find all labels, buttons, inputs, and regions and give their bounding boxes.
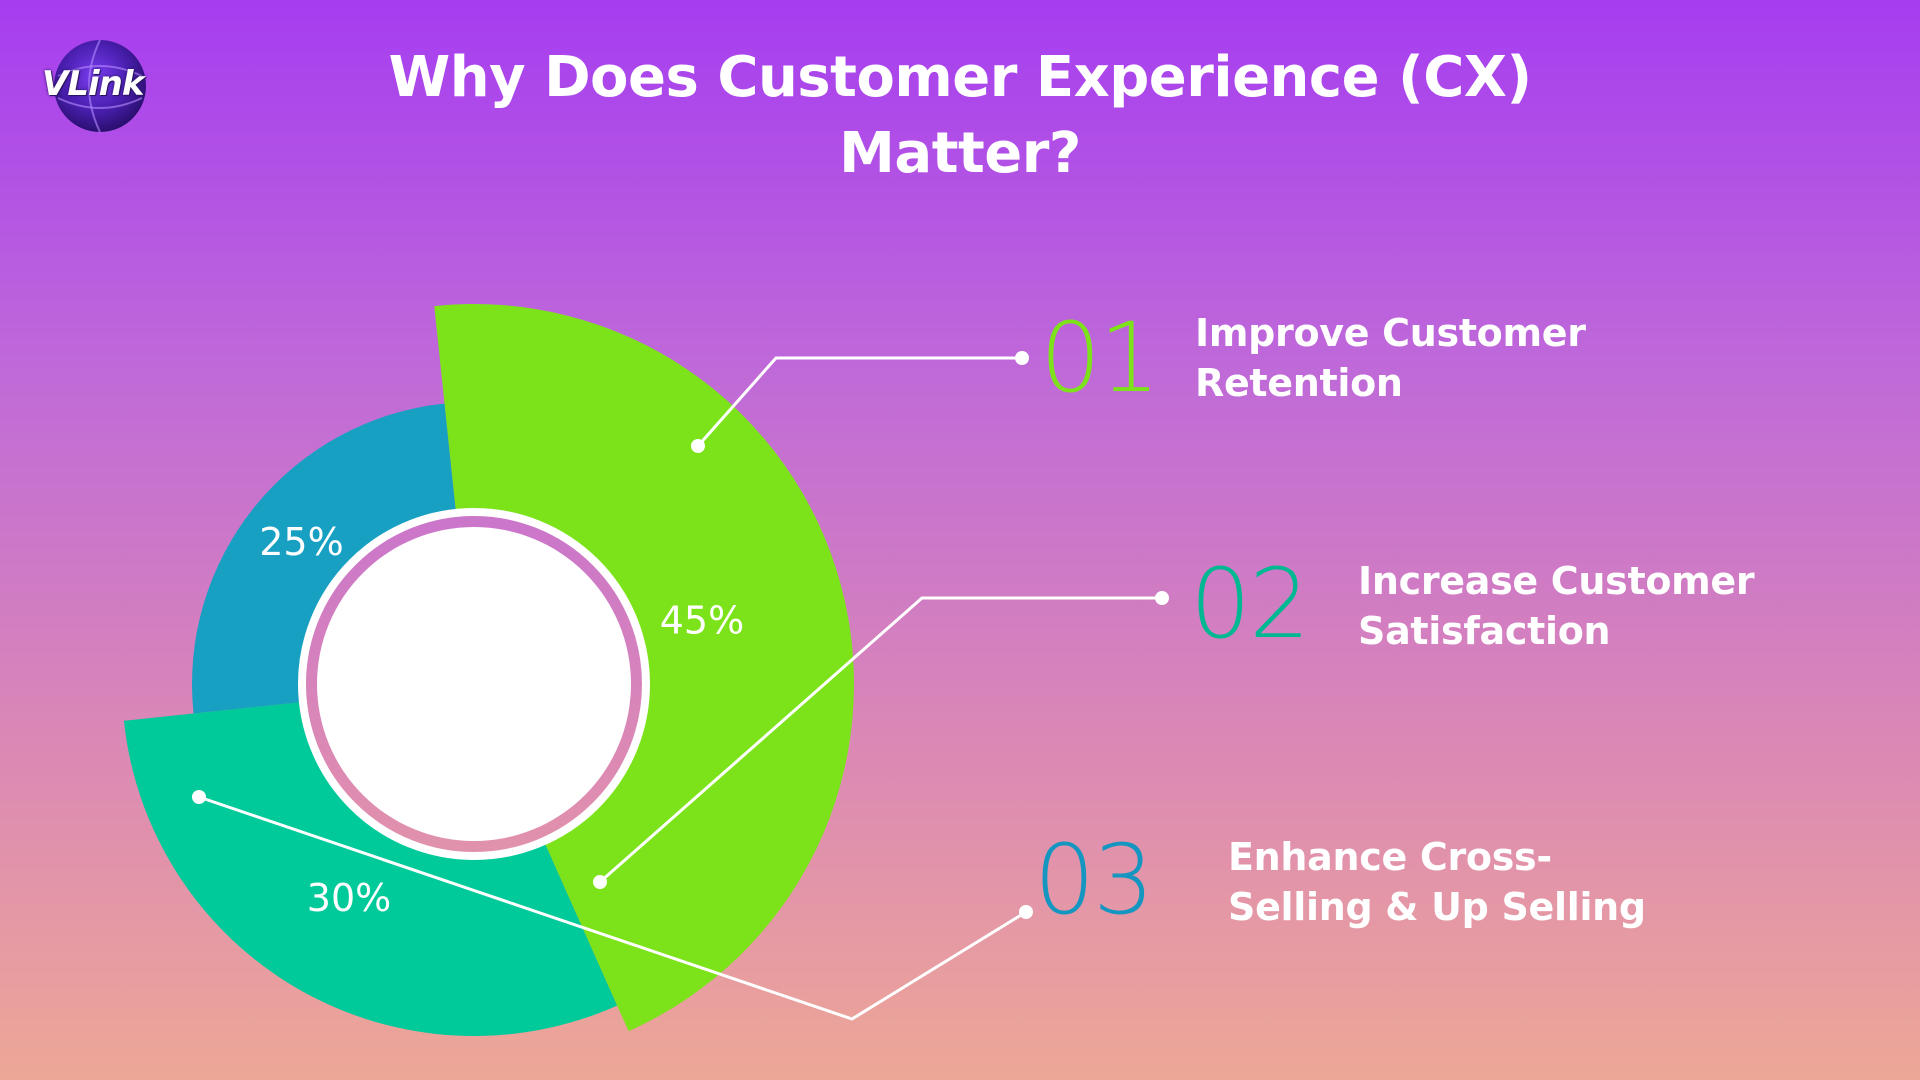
- item-02-label-line2: Satisfaction: [1358, 609, 1611, 653]
- inner-ring: [298, 508, 650, 860]
- item-03-label: Enhance Cross- Selling & Up Selling: [1228, 832, 1646, 932]
- item-03-label-line2: Selling & Up Selling: [1228, 885, 1646, 929]
- leader-dot-02a: [593, 875, 607, 889]
- item-03-number: 03: [1034, 824, 1154, 936]
- data-label-1: 45%: [660, 598, 744, 642]
- logo-text: VLink: [42, 64, 144, 104]
- item-01-label: Improve Customer Retention: [1195, 308, 1586, 408]
- vlink-logo: [54, 39, 146, 133]
- slice-03: [192, 403, 457, 714]
- data-label-2: 30%: [307, 876, 391, 920]
- item-02-number: 02: [1190, 548, 1310, 660]
- item-02-label: Increase Customer Satisfaction: [1358, 556, 1755, 656]
- globe-icon: [54, 40, 146, 132]
- leader-line-02: [599, 596, 1162, 884]
- leader-dot-01b: [1015, 351, 1029, 365]
- page-title: Why Does Customer Experience (CX) Matter…: [388, 45, 1532, 186]
- item-01-label-line1: Improve Customer: [1195, 311, 1586, 355]
- item-02-label-line1: Increase Customer: [1358, 559, 1755, 603]
- leader-dot-03a: [192, 790, 206, 804]
- leader-dot-02b: [1155, 591, 1169, 605]
- slice-02: [123, 701, 618, 1036]
- center-hole: [317, 527, 631, 841]
- leader-dot-01a: [691, 439, 705, 453]
- item-01-label-line2: Retention: [1195, 361, 1403, 405]
- item-03-label-line1: Enhance Cross-: [1228, 835, 1552, 879]
- item-01-number: 01: [1040, 302, 1160, 414]
- leader-line-01: [696, 356, 1022, 447]
- leader-line-03: [198, 795, 1027, 1021]
- data-label-3: 25%: [259, 520, 343, 564]
- leader-dot-03b: [1019, 905, 1033, 919]
